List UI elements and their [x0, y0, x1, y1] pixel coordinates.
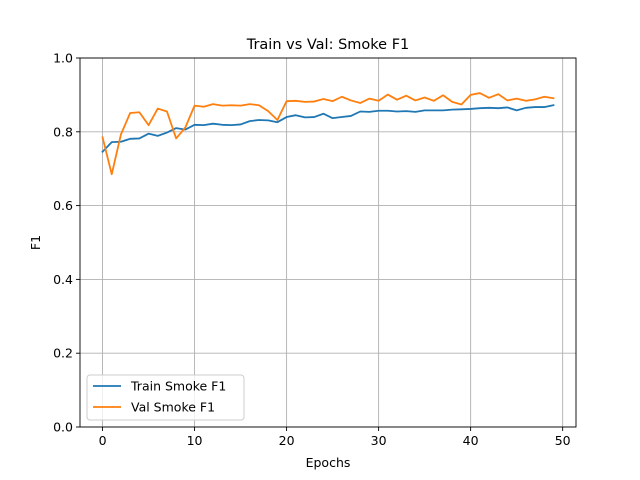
y-tick-label: 0.4	[53, 272, 73, 287]
series-line-val	[101, 92, 555, 176]
series-lines	[101, 92, 555, 176]
x-tick-label: 20	[279, 433, 295, 448]
series-line-train	[101, 104, 555, 154]
x-axis-label: Epochs	[306, 455, 351, 470]
chart-title: Train vs Val: Smoke F1	[246, 37, 410, 53]
y-tick-label: 0.6	[53, 198, 73, 213]
legend-label-val: Val Smoke F1	[131, 400, 215, 415]
axis-ticks: 0 10 20 30 40 50 0.0 0.2 0.4 0.6 0.8 1.0	[53, 51, 571, 449]
y-axis-label: F1	[28, 235, 43, 250]
y-tick-label: 0.0	[53, 420, 73, 435]
y-tick-label: 0.2	[53, 346, 73, 361]
x-tick-label: 0	[99, 433, 107, 448]
legend: Train Smoke F1 Val Smoke F1	[86, 374, 245, 421]
grid	[80, 57, 576, 428]
legend-box	[86, 374, 245, 421]
y-tick-label: 1.0	[53, 51, 73, 66]
x-tick-label: 10	[187, 433, 203, 448]
plot-area-frame	[79, 57, 577, 428]
x-tick-label: 30	[371, 433, 387, 448]
x-tick-label: 50	[555, 433, 571, 448]
legend-label-train: Train Smoke F1	[130, 379, 226, 394]
y-tick-label: 0.8	[53, 124, 73, 139]
x-tick-label: 40	[463, 433, 479, 448]
